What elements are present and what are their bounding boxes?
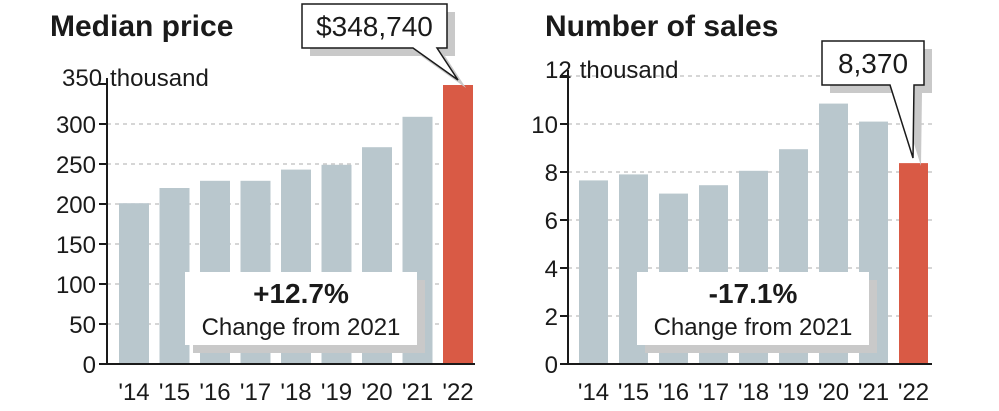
x-tick-label: '14 <box>578 379 609 406</box>
x-tick-label: '19 <box>778 379 809 406</box>
y-tick-label: 12 thousand <box>545 57 678 84</box>
y-tick-label: 10 <box>531 112 558 139</box>
x-tick-label: '15 <box>618 379 649 406</box>
bar <box>159 188 190 364</box>
x-tick-label: '20 <box>361 379 392 406</box>
change-value: -17.1% <box>709 278 798 309</box>
y-tick-label: 2 <box>545 304 558 331</box>
callout-box <box>821 40 925 159</box>
x-tick-label: '17 <box>698 379 729 406</box>
note-box <box>185 272 417 345</box>
bar-highlight <box>443 85 473 365</box>
bar <box>119 203 149 364</box>
chart-2: Number of sales 0 2 4 6 8 10 12 thousand '14 '15 '1… <box>531 10 932 406</box>
chart-1: Median price 0 50 100 150 200 250 300 350 thousan… <box>50 3 475 406</box>
note-box <box>637 272 869 345</box>
y-tick-label: 250 <box>56 152 96 179</box>
y-tick-label: 0 <box>545 352 558 379</box>
y-tick-label: 150 <box>56 232 96 259</box>
x-tick-label: '22 <box>442 379 473 406</box>
change-label: Change from 2021 <box>202 314 401 341</box>
x-tick-label: '17 <box>240 379 271 406</box>
y-tick-label: 0 <box>83 352 96 379</box>
y-tick-label: 6 <box>545 208 558 235</box>
y-unit-label: thousand <box>110 65 209 92</box>
y-tick-label: 350 thousand <box>62 65 209 92</box>
y-unit-label: thousand <box>580 57 679 84</box>
x-tick-label: '18 <box>280 379 311 406</box>
y-tick-label: 50 <box>69 312 96 339</box>
y-tick-label: 200 <box>56 192 96 219</box>
x-tick-label: '16 <box>199 379 230 406</box>
x-tick-label: '19 <box>321 379 352 406</box>
x-tick-label: '15 <box>159 379 190 406</box>
x-tick-label: '22 <box>898 379 929 406</box>
x-tick-label: '14 <box>118 379 149 406</box>
callout-box <box>301 3 459 81</box>
x-tick-label: '18 <box>738 379 769 406</box>
chart-title: Number of sales <box>545 10 778 43</box>
y-tick-label: 300 <box>56 112 96 139</box>
y-tick-label: 4 <box>545 256 558 283</box>
bar-highlight <box>899 163 928 364</box>
callout-value: $348,740 <box>316 11 433 42</box>
x-tick-label: '20 <box>818 379 849 406</box>
change-label: Change from 2021 <box>654 314 853 341</box>
bar <box>579 180 608 364</box>
y-tick-value: 350 <box>62 65 102 92</box>
x-tick-label: '21 <box>402 379 433 406</box>
chart-title: Median price <box>50 10 233 43</box>
y-tick-label: 8 <box>545 160 558 187</box>
x-tick-label: '21 <box>858 379 889 406</box>
change-value: +12.7% <box>253 278 349 309</box>
x-tick-label: '16 <box>658 379 689 406</box>
callout-value: 8,370 <box>838 48 908 79</box>
y-tick-label: 100 <box>56 272 96 299</box>
